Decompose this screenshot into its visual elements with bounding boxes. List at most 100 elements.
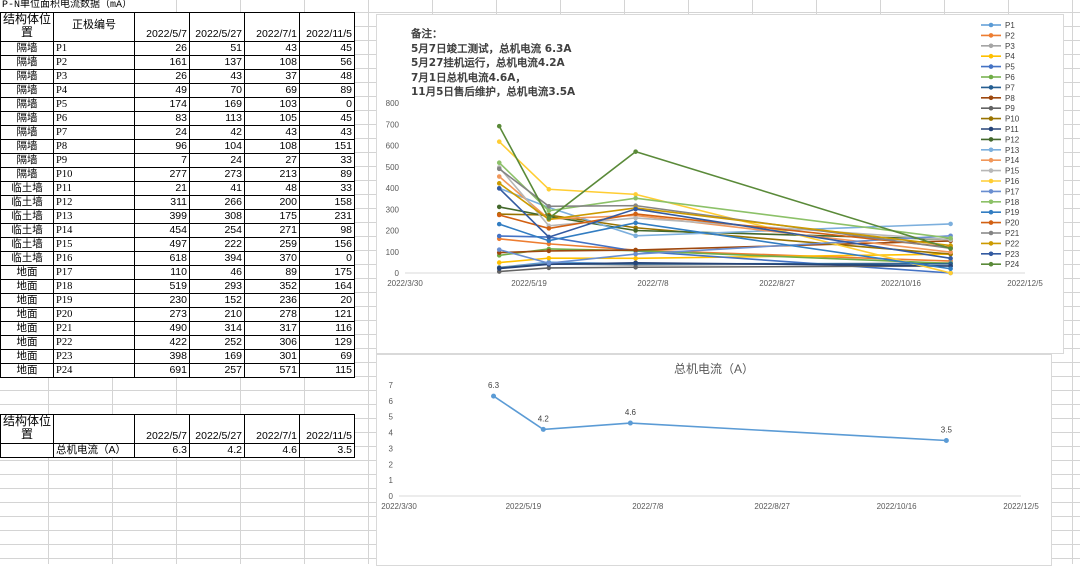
cell-current-value[interactable]: 98 [299,223,355,238]
cell-current-value[interactable]: 691 [134,363,190,378]
cell-current-value[interactable]: 37 [244,69,300,84]
cell-current-value[interactable]: 33 [299,153,355,168]
cell-current-value[interactable]: 618 [134,251,190,266]
cell-current-value[interactable]: 174 [134,97,190,112]
cell-current-value[interactable]: 108 [244,139,300,154]
cell-current-value[interactable]: 51 [189,41,245,56]
cell-current-value[interactable]: 108 [244,55,300,70]
cell-structure[interactable]: 隔墙 [0,153,54,168]
cell-current-value[interactable]: 317 [244,321,300,336]
cell-current-value[interactable]: 175 [299,265,355,280]
cell-current-value[interactable]: 48 [244,181,300,196]
cell-current-value[interactable]: 266 [189,195,245,210]
cell-current-value[interactable]: 113 [189,111,245,126]
cell-structure[interactable]: 隔墙 [0,41,54,56]
cell-current-value[interactable]: 33 [299,181,355,196]
cell-current-value[interactable]: 277 [134,167,190,182]
cell-current-value[interactable]: 105 [244,111,300,126]
cell-anode-code[interactable]: P13 [53,209,135,224]
cell-current-value[interactable]: 115 [299,363,355,378]
cell-current-value[interactable]: 21 [134,181,190,196]
summary-header-structure[interactable]: 结构体位置 [0,414,54,444]
cell-structure[interactable]: 临土墙 [0,237,54,252]
cell-structure[interactable]: 隔墙 [0,125,54,140]
cell-current-value[interactable]: 103 [244,97,300,112]
cell-structure[interactable]: 地面 [0,307,54,322]
summary-header-date[interactable]: 2022/5/7 [134,414,190,444]
cell-anode-code[interactable]: P10 [53,167,135,182]
summary-header-date[interactable]: 2022/11/5 [299,414,355,444]
summary-header-blank[interactable] [53,414,135,444]
cell-anode-code[interactable]: P8 [53,139,135,154]
cell-current-value[interactable]: 213 [244,167,300,182]
cell-current-value[interactable]: 314 [189,321,245,336]
cell-current-value[interactable]: 24 [134,125,190,140]
cell-current-value[interactable]: 110 [134,265,190,280]
cell-anode-code[interactable]: P24 [53,363,135,378]
cell-current-value[interactable]: 20 [299,293,355,308]
cell-anode-code[interactable]: P19 [53,293,135,308]
cell-current-value[interactable]: 301 [244,349,300,364]
cell-current-value[interactable]: 273 [189,167,245,182]
cell-anode-code[interactable]: P12 [53,195,135,210]
cell-current-value[interactable]: 42 [189,125,245,140]
header-date[interactable]: 2022/7/1 [244,12,300,42]
cell-current-value[interactable]: 45 [299,111,355,126]
summary-value-cell[interactable]: 4.2 [189,443,245,458]
cell-current-value[interactable]: 254 [189,223,245,238]
cell-current-value[interactable]: 271 [244,223,300,238]
cell-current-value[interactable]: 104 [189,139,245,154]
cell-anode-code[interactable]: P14 [53,223,135,238]
cell-structure[interactable]: 临土墙 [0,251,54,266]
cell-current-value[interactable]: 311 [134,195,190,210]
cell-current-value[interactable]: 96 [134,139,190,154]
cell-current-value[interactable]: 69 [299,349,355,364]
cell-current-value[interactable]: 151 [299,139,355,154]
cell-anode-code[interactable]: P4 [53,83,135,98]
cell-anode-code[interactable]: P6 [53,111,135,126]
cell-current-value[interactable]: 43 [299,125,355,140]
cell-anode-code[interactable]: P23 [53,349,135,364]
cell-current-value[interactable]: 236 [244,293,300,308]
cell-structure[interactable]: 临土墙 [0,223,54,238]
cell-structure[interactable]: 地面 [0,321,54,336]
cell-structure[interactable]: 地面 [0,349,54,364]
cell-structure[interactable]: 隔墙 [0,111,54,126]
cell-current-value[interactable]: 490 [134,321,190,336]
cell-anode-code[interactable]: P7 [53,125,135,140]
cell-structure[interactable]: 临土墙 [0,195,54,210]
cell-current-value[interactable]: 394 [189,251,245,266]
cell-current-value[interactable]: 89 [244,265,300,280]
cell-current-value[interactable]: 137 [189,55,245,70]
cell-structure[interactable]: 隔墙 [0,83,54,98]
cell-structure[interactable]: 临土墙 [0,181,54,196]
cell-current-value[interactable]: 252 [189,335,245,350]
cell-current-value[interactable]: 48 [299,69,355,84]
cell-structure[interactable]: 隔墙 [0,167,54,182]
cell-anode-code[interactable]: P11 [53,181,135,196]
summary-value-cell[interactable]: 3.5 [299,443,355,458]
cell-current-value[interactable]: 158 [299,195,355,210]
cell-current-value[interactable]: 519 [134,279,190,294]
cell-structure[interactable]: 地面 [0,335,54,350]
cell-current-value[interactable]: 83 [134,111,190,126]
cell-anode-code[interactable]: P17 [53,265,135,280]
cell-current-value[interactable]: 49 [134,83,190,98]
cell-anode-code[interactable]: P16 [53,251,135,266]
cell-current-value[interactable]: 41 [189,181,245,196]
summary-value-cell[interactable]: 4.6 [244,443,300,458]
cell-structure[interactable]: 隔墙 [0,97,54,112]
cell-anode-code[interactable]: P1 [53,41,135,56]
cell-anode-code[interactable]: P22 [53,335,135,350]
cell-current-value[interactable]: 399 [134,209,190,224]
cell-structure[interactable]: 隔墙 [0,139,54,154]
cell-anode-code[interactable]: P21 [53,321,135,336]
cell-structure[interactable]: 隔墙 [0,69,54,84]
cell-current-value[interactable]: 24 [189,153,245,168]
header-anode-code[interactable]: 正极编号 [53,12,135,42]
cell-current-value[interactable]: 454 [134,223,190,238]
cell-current-value[interactable]: 278 [244,307,300,322]
anode-current-chart[interactable]: 备注： 5月7日竣工测试，总机电流 6.3A 5月27挂机运行，总机电流4.2A… [376,14,1064,354]
cell-structure[interactable]: 地面 [0,293,54,308]
cell-anode-code[interactable]: P9 [53,153,135,168]
